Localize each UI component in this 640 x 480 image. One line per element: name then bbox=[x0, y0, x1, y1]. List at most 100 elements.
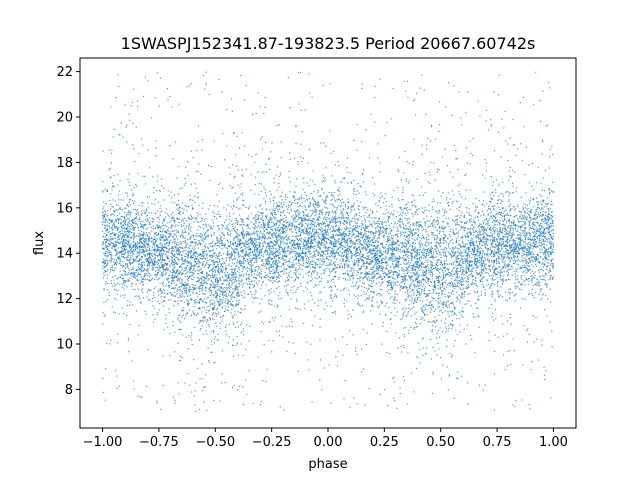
data-point bbox=[225, 298, 227, 300]
data-point bbox=[501, 253, 503, 255]
data-point bbox=[407, 296, 409, 298]
data-point bbox=[397, 262, 399, 265]
data-point bbox=[172, 274, 174, 276]
data-point bbox=[237, 389, 239, 391]
data-point bbox=[268, 226, 270, 229]
data-point bbox=[190, 183, 192, 185]
data-point bbox=[469, 264, 471, 266]
data-point bbox=[333, 241, 335, 243]
data-point bbox=[137, 269, 139, 271]
data-point bbox=[533, 297, 535, 299]
data-point bbox=[370, 291, 372, 293]
data-point bbox=[243, 273, 245, 275]
data-point bbox=[428, 225, 430, 227]
data-point bbox=[154, 238, 156, 240]
data-point bbox=[527, 245, 529, 247]
data-point bbox=[294, 240, 296, 242]
data-point bbox=[110, 280, 112, 282]
data-point bbox=[431, 271, 433, 273]
data-point bbox=[148, 245, 150, 248]
data-point bbox=[213, 262, 215, 264]
data-point bbox=[498, 258, 500, 260]
data-point bbox=[485, 162, 487, 164]
data-point bbox=[430, 250, 432, 252]
data-point bbox=[218, 211, 220, 213]
data-point bbox=[445, 303, 447, 305]
data-point bbox=[130, 243, 132, 245]
data-point bbox=[181, 309, 183, 311]
data-point bbox=[128, 254, 130, 256]
data-point bbox=[349, 221, 351, 223]
data-point bbox=[215, 291, 217, 293]
data-point bbox=[306, 244, 308, 246]
data-point bbox=[128, 181, 130, 183]
data-point bbox=[500, 212, 502, 214]
data-point bbox=[536, 221, 538, 224]
data-point bbox=[240, 74, 242, 77]
data-point bbox=[124, 249, 126, 251]
data-point bbox=[352, 334, 354, 336]
data-point bbox=[497, 271, 499, 273]
data-point bbox=[170, 226, 172, 228]
data-point bbox=[535, 226, 537, 228]
data-point bbox=[299, 248, 301, 250]
data-point bbox=[147, 264, 149, 266]
data-point bbox=[502, 212, 504, 214]
data-point bbox=[328, 274, 330, 276]
data-point bbox=[258, 183, 260, 185]
data-point bbox=[346, 248, 348, 250]
data-point bbox=[258, 273, 260, 275]
data-point bbox=[362, 235, 365, 237]
data-point bbox=[248, 280, 250, 283]
data-point bbox=[307, 266, 309, 269]
data-point bbox=[541, 219, 543, 221]
data-point bbox=[210, 286, 212, 288]
data-point bbox=[183, 184, 185, 186]
data-point bbox=[124, 280, 126, 282]
data-point bbox=[281, 219, 283, 221]
data-point bbox=[418, 264, 420, 266]
data-point bbox=[438, 101, 440, 103]
data-point bbox=[408, 239, 410, 241]
data-point bbox=[460, 268, 462, 270]
data-point bbox=[548, 187, 550, 189]
data-point bbox=[334, 164, 337, 166]
data-point bbox=[177, 319, 179, 321]
data-point bbox=[319, 292, 321, 294]
data-point bbox=[540, 182, 542, 184]
data-point bbox=[403, 336, 406, 338]
data-point bbox=[483, 214, 485, 216]
data-point bbox=[122, 277, 124, 279]
data-point bbox=[135, 283, 137, 285]
data-point bbox=[358, 205, 360, 208]
data-point bbox=[329, 270, 331, 272]
data-point bbox=[460, 288, 462, 290]
data-point bbox=[226, 276, 228, 278]
data-point bbox=[205, 226, 207, 228]
data-point bbox=[122, 253, 124, 255]
data-point bbox=[446, 211, 448, 213]
data-point bbox=[103, 252, 105, 254]
data-point bbox=[325, 225, 327, 227]
data-point bbox=[141, 242, 143, 244]
data-point bbox=[287, 208, 289, 210]
data-point bbox=[354, 225, 357, 227]
data-point bbox=[230, 303, 232, 305]
data-point bbox=[362, 206, 364, 208]
data-point bbox=[468, 264, 470, 267]
data-point bbox=[232, 186, 234, 188]
data-point bbox=[365, 225, 367, 228]
data-point bbox=[448, 82, 450, 84]
data-point bbox=[273, 217, 275, 219]
data-point bbox=[181, 254, 183, 256]
data-point bbox=[421, 289, 424, 291]
data-point bbox=[396, 235, 398, 237]
data-point bbox=[257, 171, 259, 173]
data-point bbox=[342, 214, 344, 216]
data-point bbox=[184, 258, 186, 260]
data-point bbox=[193, 253, 195, 255]
data-point bbox=[172, 250, 174, 252]
data-point bbox=[457, 261, 459, 263]
data-point bbox=[148, 289, 150, 291]
data-point bbox=[253, 240, 255, 243]
